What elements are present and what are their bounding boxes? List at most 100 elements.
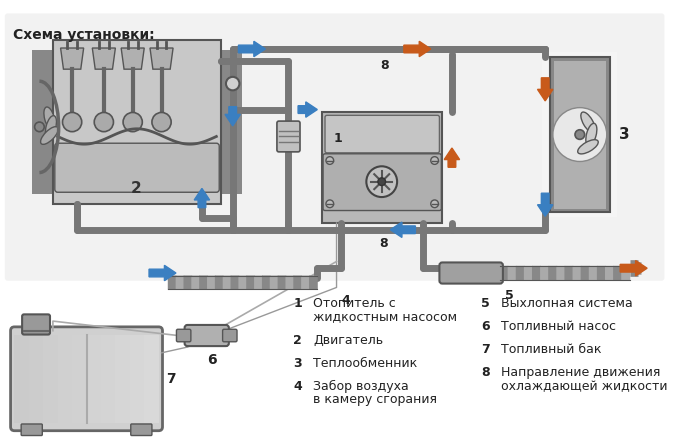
FancyBboxPatch shape bbox=[223, 275, 232, 290]
Circle shape bbox=[326, 200, 334, 208]
Circle shape bbox=[62, 113, 82, 132]
FancyBboxPatch shape bbox=[516, 266, 525, 280]
FancyBboxPatch shape bbox=[309, 275, 318, 290]
Ellipse shape bbox=[41, 127, 58, 144]
FancyBboxPatch shape bbox=[554, 60, 606, 209]
FancyBboxPatch shape bbox=[53, 40, 221, 204]
Polygon shape bbox=[404, 41, 430, 57]
Text: 4: 4 bbox=[293, 380, 302, 393]
FancyBboxPatch shape bbox=[286, 275, 294, 290]
Text: жидкостным насосом: жидкостным насосом bbox=[314, 311, 458, 324]
Polygon shape bbox=[444, 148, 460, 167]
Text: в камеру сгорания: в камеру сгорания bbox=[314, 393, 438, 406]
FancyBboxPatch shape bbox=[5, 13, 664, 281]
FancyBboxPatch shape bbox=[581, 266, 589, 280]
Text: охлаждающей жидкости: охлаждающей жидкости bbox=[501, 380, 668, 393]
FancyBboxPatch shape bbox=[548, 266, 557, 280]
Text: 8: 8 bbox=[380, 59, 389, 72]
Polygon shape bbox=[29, 334, 43, 423]
Text: 1: 1 bbox=[293, 297, 302, 310]
Circle shape bbox=[575, 130, 584, 139]
Circle shape bbox=[226, 77, 239, 90]
FancyBboxPatch shape bbox=[223, 329, 237, 342]
Ellipse shape bbox=[46, 116, 57, 138]
Text: Теплообменник: Теплообменник bbox=[314, 357, 418, 370]
FancyBboxPatch shape bbox=[10, 327, 162, 431]
FancyBboxPatch shape bbox=[540, 266, 550, 280]
Text: 1: 1 bbox=[334, 132, 342, 145]
FancyBboxPatch shape bbox=[207, 275, 216, 290]
FancyBboxPatch shape bbox=[556, 266, 566, 280]
Circle shape bbox=[34, 122, 44, 132]
Circle shape bbox=[366, 166, 397, 197]
FancyBboxPatch shape bbox=[21, 424, 42, 435]
FancyBboxPatch shape bbox=[277, 121, 300, 152]
Polygon shape bbox=[391, 222, 415, 237]
FancyBboxPatch shape bbox=[168, 275, 176, 290]
Circle shape bbox=[94, 113, 113, 132]
FancyBboxPatch shape bbox=[323, 154, 441, 211]
FancyBboxPatch shape bbox=[176, 275, 184, 290]
Text: Отопитель с: Отопитель с bbox=[314, 297, 396, 310]
Polygon shape bbox=[92, 48, 116, 69]
Text: 2: 2 bbox=[131, 181, 142, 196]
FancyBboxPatch shape bbox=[176, 329, 191, 342]
Polygon shape bbox=[72, 334, 87, 423]
Ellipse shape bbox=[578, 139, 598, 154]
FancyBboxPatch shape bbox=[508, 266, 517, 280]
FancyBboxPatch shape bbox=[301, 275, 310, 290]
Text: 8: 8 bbox=[379, 237, 388, 250]
Text: 3: 3 bbox=[293, 357, 302, 370]
Polygon shape bbox=[150, 48, 173, 69]
FancyBboxPatch shape bbox=[239, 275, 247, 290]
Ellipse shape bbox=[586, 123, 597, 146]
Polygon shape bbox=[43, 334, 57, 423]
Text: Забор воздуха: Забор воздуха bbox=[314, 380, 410, 393]
Circle shape bbox=[123, 113, 142, 132]
Polygon shape bbox=[61, 48, 84, 69]
FancyBboxPatch shape bbox=[230, 275, 239, 290]
Circle shape bbox=[326, 156, 334, 164]
Ellipse shape bbox=[44, 107, 55, 130]
Text: 6: 6 bbox=[481, 320, 489, 333]
Text: 5: 5 bbox=[481, 297, 489, 310]
FancyBboxPatch shape bbox=[325, 115, 440, 153]
Polygon shape bbox=[57, 334, 72, 423]
Text: Двигатель: Двигатель bbox=[314, 333, 384, 346]
FancyBboxPatch shape bbox=[542, 52, 617, 217]
FancyBboxPatch shape bbox=[564, 266, 573, 280]
FancyBboxPatch shape bbox=[22, 314, 50, 334]
Polygon shape bbox=[121, 48, 144, 69]
FancyBboxPatch shape bbox=[524, 266, 533, 280]
Text: 7: 7 bbox=[167, 372, 176, 386]
Polygon shape bbox=[194, 188, 209, 208]
FancyBboxPatch shape bbox=[215, 275, 224, 290]
Circle shape bbox=[378, 178, 386, 186]
FancyBboxPatch shape bbox=[199, 275, 208, 290]
Circle shape bbox=[430, 156, 438, 164]
Text: Топливный бак: Топливный бак bbox=[501, 343, 601, 356]
FancyBboxPatch shape bbox=[131, 424, 152, 435]
FancyBboxPatch shape bbox=[32, 50, 242, 194]
FancyBboxPatch shape bbox=[246, 275, 255, 290]
Circle shape bbox=[553, 108, 607, 161]
Text: Направление движения: Направление движения bbox=[501, 366, 660, 380]
Circle shape bbox=[430, 200, 438, 208]
FancyBboxPatch shape bbox=[191, 275, 200, 290]
Polygon shape bbox=[130, 334, 144, 423]
FancyBboxPatch shape bbox=[573, 266, 582, 280]
FancyBboxPatch shape bbox=[440, 262, 503, 283]
Polygon shape bbox=[538, 78, 553, 101]
FancyBboxPatch shape bbox=[550, 57, 610, 212]
Polygon shape bbox=[101, 334, 116, 423]
Polygon shape bbox=[87, 334, 101, 423]
FancyBboxPatch shape bbox=[532, 266, 541, 280]
FancyBboxPatch shape bbox=[605, 266, 614, 280]
Polygon shape bbox=[149, 266, 176, 281]
FancyBboxPatch shape bbox=[278, 275, 286, 290]
FancyBboxPatch shape bbox=[613, 266, 622, 280]
FancyBboxPatch shape bbox=[322, 113, 442, 223]
Polygon shape bbox=[620, 261, 647, 276]
FancyBboxPatch shape bbox=[55, 143, 219, 192]
Text: 7: 7 bbox=[481, 343, 489, 356]
